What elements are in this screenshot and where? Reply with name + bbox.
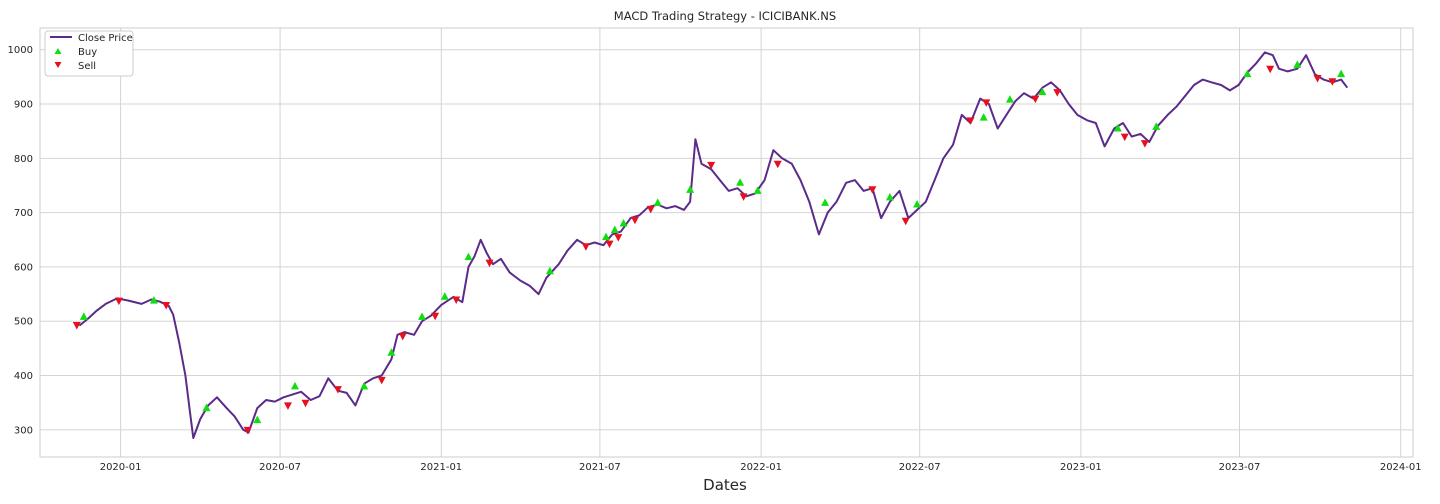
x-tick-label: 2022-01: [740, 462, 782, 473]
sell-signal-marker: [605, 240, 614, 249]
legend-sell-marker: [54, 62, 62, 68]
sell-signal-marker: [162, 301, 171, 310]
sell-signal-marker: [773, 160, 782, 169]
buy-signal-marker: [610, 225, 619, 234]
y-tick-label: 300: [14, 425, 33, 436]
buy-signal-marker: [686, 185, 695, 193]
legend-buy-label: Buy: [78, 47, 97, 58]
buy-signal-marker: [821, 198, 830, 206]
legend: Close Price Buy Sell: [44, 30, 134, 77]
y-tick-label: 500: [14, 317, 33, 328]
x-tick-label: 2020-01: [100, 462, 142, 473]
buy-signal-marker: [885, 192, 894, 201]
buy-signal-marker: [464, 252, 473, 261]
sell-signal-marker: [1313, 74, 1322, 83]
x-tick-label: 2024-01: [1380, 462, 1422, 473]
buy-signal-marker: [1113, 123, 1122, 132]
sell-signal-marker: [868, 186, 877, 194]
sell-signal-marker: [283, 402, 292, 410]
buy-signal-marker: [360, 381, 369, 390]
sell-signal-marker: [1053, 89, 1062, 97]
sell-signal-marker: [707, 161, 716, 170]
legend-box: [44, 30, 134, 77]
buy-signal-marker: [753, 186, 762, 194]
legend-buy-marker: [54, 48, 62, 54]
sell-signal-marker: [966, 117, 975, 125]
sell-signal-marker: [72, 322, 81, 330]
buy-signal-marker: [602, 232, 611, 241]
buy-signal-marker: [290, 381, 299, 390]
buy-signal-marker: [1005, 95, 1014, 103]
x-tick-label: 2023-07: [1219, 462, 1261, 473]
legend-close-price-label: Close Price: [78, 33, 133, 44]
grid-lines: [40, 28, 1413, 457]
buy-signal-marker: [1038, 87, 1047, 96]
buy-signal-marker: [1337, 69, 1346, 78]
sell-signal-marker: [1328, 78, 1337, 86]
chart-title: MACD Trading Strategy - ICICIBANK.NS: [614, 9, 836, 23]
buy-signal-marker: [253, 415, 262, 424]
buy-signal-marker: [1293, 60, 1302, 68]
y-tick-label: 700: [14, 208, 33, 219]
y-tick-label: 400: [14, 371, 33, 382]
y-tick-label: 800: [14, 154, 33, 165]
tick-labels: 2020-01 2020-07 2021-01 2021-07 2022-01 2022-…: [8, 45, 1422, 473]
legend-sell-label: Sell: [78, 61, 96, 72]
x-tick-label: 2020-07: [259, 462, 301, 473]
sell-signal-marker: [377, 376, 386, 385]
x-tick-label: 2021-07: [579, 462, 621, 473]
buy-signal-marker: [79, 312, 88, 320]
sell-signal-marker: [243, 426, 252, 435]
sell-signal-marker: [301, 399, 310, 408]
sell-signal-marker: [398, 332, 407, 341]
x-tick-label: 2022-07: [899, 462, 941, 473]
sell-signal-marker: [1140, 140, 1149, 148]
buy-signal-marker: [913, 199, 922, 208]
marker-layer: [72, 60, 1346, 435]
sell-signal-marker: [739, 193, 748, 201]
sell-signal-marker: [485, 259, 494, 268]
sell-signal-marker: [630, 216, 639, 225]
sell-signal-marker: [581, 243, 590, 251]
buy-signal-marker: [202, 403, 211, 412]
y-tick-label: 900: [14, 100, 33, 111]
series-layer: [78, 51, 1349, 439]
sell-signal-marker: [333, 386, 342, 394]
sell-signal-marker: [901, 217, 910, 226]
y-tick-label: 1000: [8, 45, 33, 56]
plot-frame: [39, 27, 1414, 458]
sell-signal-marker: [1031, 95, 1040, 104]
buy-signal-marker: [619, 218, 628, 227]
sell-signal-marker: [1120, 133, 1129, 142]
sell-signal-marker: [1266, 65, 1275, 74]
sell-signal-marker: [982, 99, 991, 107]
sell-signal-marker: [646, 205, 655, 214]
x-tick-label: 2023-01: [1060, 462, 1102, 473]
sell-signal-marker: [431, 312, 440, 321]
x-axis-title: Dates: [703, 476, 747, 494]
buy-signal-marker: [440, 292, 449, 300]
buy-signal-marker: [418, 312, 427, 320]
close-price-line: [78, 51, 1349, 439]
buy-signal-marker: [979, 113, 988, 121]
x-tick-label: 2021-01: [420, 462, 462, 473]
buy-signal-marker: [387, 348, 396, 356]
buy-signal-marker: [149, 296, 158, 304]
sell-signal-marker: [614, 234, 623, 242]
sell-signal-marker: [452, 296, 461, 305]
buy-signal-marker: [1243, 69, 1252, 78]
buy-signal-marker: [1152, 122, 1161, 130]
y-tick-label: 600: [14, 262, 33, 273]
sell-signal-marker: [114, 297, 123, 306]
buy-signal-marker: [545, 266, 554, 275]
buy-signal-marker: [736, 178, 745, 186]
buy-signal-marker: [653, 198, 662, 206]
